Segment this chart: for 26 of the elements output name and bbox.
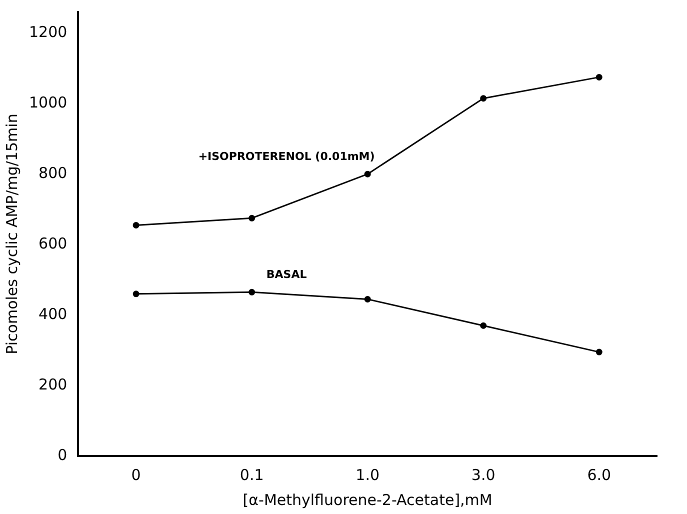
x-tick-label: 6.0	[587, 466, 612, 484]
x-tick-label: 0	[131, 466, 141, 484]
point	[248, 214, 256, 222]
y-tick-label: 600	[38, 234, 68, 252]
point	[132, 222, 140, 228]
x-tick-label: 1.0	[356, 466, 380, 484]
y-axis-title: Picomoles cyclic AMP/mg/15min	[2, 114, 21, 354]
point	[596, 74, 602, 80]
point	[248, 288, 256, 296]
y-tick-label: 0	[58, 446, 68, 464]
x-axis-title: [α-Methylfluorene-2-Acetate],mM	[242, 490, 492, 509]
y-tick-label: 1200	[28, 23, 68, 42]
x-tick-label: 3.0	[471, 466, 496, 484]
point	[480, 322, 487, 329]
point	[596, 348, 602, 356]
x-tick-label: 0.1	[240, 466, 264, 484]
point	[364, 170, 371, 178]
point	[364, 296, 371, 302]
series-label: BASAL	[266, 268, 307, 282]
y-tick-label: 200	[38, 375, 68, 394]
y-tick-label: 1000	[28, 94, 68, 112]
point	[132, 290, 140, 298]
y-tick-label: 800	[38, 164, 68, 182]
point	[480, 95, 487, 102]
series-label: +ISOPROTERENOL (0.01mM)	[198, 150, 375, 164]
y-tick-label: 400	[38, 304, 68, 323]
